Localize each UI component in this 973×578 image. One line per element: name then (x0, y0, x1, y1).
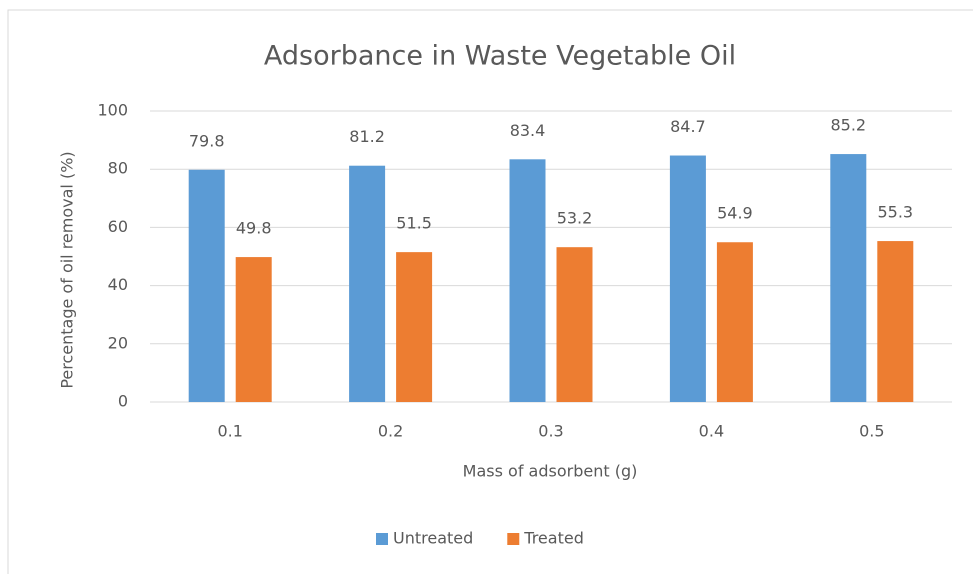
y-tick-label: 0 (118, 392, 128, 411)
bar (509, 159, 546, 402)
data-label: 49.8 (236, 219, 272, 238)
data-label: 54.9 (717, 204, 753, 223)
data-label: 51.5 (396, 214, 432, 233)
bar (349, 165, 386, 402)
y-tick-label: 60 (108, 217, 128, 236)
legend-swatch (507, 533, 520, 545)
y-tick-label: 20 (108, 333, 128, 352)
data-label: 84.7 (670, 117, 706, 136)
y-tick-label: 80 (108, 159, 128, 178)
y-axis-title: Percentage of oil removal (%) (58, 151, 77, 388)
bar (669, 155, 706, 402)
data-label: 85.2 (830, 116, 866, 135)
bar (877, 241, 914, 402)
chart-title: Adsorbance in Waste Vegetable Oil (264, 41, 736, 72)
legend-label: Treated (523, 529, 584, 548)
chart-border (7, 9, 973, 578)
x-axis-title: Mass of adsorbent (g) (463, 462, 638, 481)
bar (830, 154, 867, 402)
x-tick-label: 0.5 (859, 422, 884, 441)
x-tick-label: 0.1 (217, 422, 242, 441)
bar (188, 169, 225, 402)
x-tick-label: 0.3 (538, 422, 563, 441)
x-tick-label: 0.4 (699, 422, 724, 441)
legend-label: Untreated (393, 529, 473, 548)
legend-swatch (376, 533, 388, 545)
x-tick-label: 0.2 (378, 422, 403, 441)
data-label: 81.2 (349, 127, 385, 146)
data-label: 53.2 (557, 209, 593, 228)
bar (716, 242, 753, 402)
data-label: 79.8 (189, 131, 225, 150)
y-tick-label: 100 (97, 101, 128, 120)
y-tick-label: 40 (108, 275, 128, 294)
data-label: 55.3 (877, 203, 913, 222)
bar (235, 257, 272, 402)
bar (556, 247, 593, 402)
bar (396, 252, 433, 402)
data-label: 83.4 (510, 121, 546, 140)
